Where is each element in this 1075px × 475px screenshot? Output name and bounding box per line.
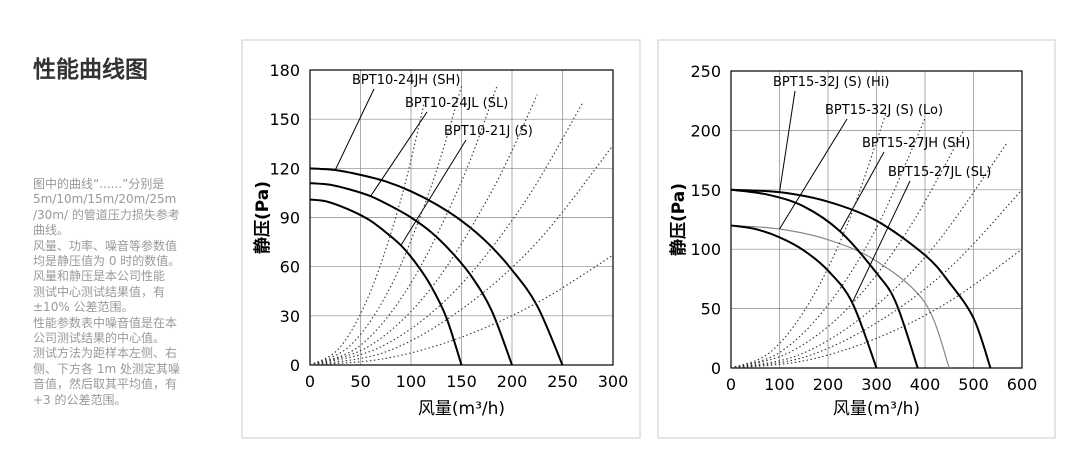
leader-line (779, 90, 796, 193)
y-tick-label: 150 (690, 181, 721, 200)
y-tick-label: 120 (269, 159, 300, 178)
y-tick-label: 100 (690, 240, 721, 259)
notes: 图中的曲线“......”分别是 5m/10m/15m/20m/25m/30m/ … (33, 177, 223, 408)
note-line: 测试方法为距样本左侧、右 (33, 346, 178, 361)
fan-curve (730, 188, 919, 369)
duct-curve (730, 141, 1008, 369)
duct-curve (309, 86, 498, 366)
fan-curve (730, 224, 950, 369)
duct-curve (309, 94, 427, 366)
y-tick-label: 250 (690, 62, 721, 81)
series-label: BPT10-21J (S) (444, 124, 533, 139)
x-axis-label: 风量(m³/h) (833, 399, 920, 419)
duct-curve (730, 248, 1023, 369)
duct-curve (730, 112, 887, 369)
leader-line (334, 88, 375, 171)
x-tick-label: 250 (547, 372, 578, 391)
chart-frame (241, 39, 641, 439)
duct-curve (730, 130, 965, 369)
fan-curve (730, 224, 878, 369)
x-tick-label: 500 (958, 375, 989, 394)
y-tick-label: 0 (711, 359, 721, 378)
leader-line (851, 180, 911, 303)
x-tick-label: 100 (396, 372, 427, 391)
note-line: 公司测试结果的中心值。 (33, 331, 166, 346)
series-label: BPT15-32J (S) (Hi) (773, 75, 890, 90)
y-tick-label: 200 (690, 121, 721, 140)
note-line: 侧、下方各 1m 处测定其噪 (33, 361, 180, 376)
x-tick-label: 300 (861, 375, 892, 394)
x-tick-label: 300 (598, 372, 629, 391)
duct-curve (730, 189, 1023, 369)
y-tick-label: 60 (280, 258, 300, 277)
leader-line (779, 118, 848, 230)
y-axis-label: 静压(Pa) (668, 183, 689, 256)
x-tick-label: 150 (446, 372, 477, 391)
duct-curve (730, 118, 926, 369)
fan-curve (309, 167, 564, 366)
note-line: 风量和静压是本公司性能 (33, 269, 166, 284)
x-tick-label: 100 (764, 375, 795, 394)
note-line: 5m/10m/15m/20m/25m (33, 192, 177, 207)
note-line: /30m/ 的管道压力损失参考 (33, 207, 180, 222)
note-line: +3 的公差范围。 (33, 392, 127, 407)
note-line: 音值，然后取其平均值，有 (33, 377, 178, 392)
leader-line (839, 151, 885, 232)
series-label: BPT15-27JL (SL) (888, 165, 991, 180)
series-label: BPT10-24JL (SL) (405, 96, 508, 111)
duct-curve (309, 86, 463, 366)
series-label: BPT15-32J (S) (Lo) (825, 103, 943, 118)
series-label: BPT10-24JH (SH) (352, 73, 460, 88)
leader-line (370, 111, 428, 197)
y-tick-label: 150 (269, 110, 300, 129)
y-axis-label: 静压(Pa) (252, 181, 273, 254)
note-line: 曲线。 (33, 223, 70, 238)
x-tick-label: 0 (305, 372, 315, 391)
y-tick-label: 180 (269, 61, 300, 80)
x-tick-label: 0 (726, 375, 736, 394)
note-line: 测试中心测试结果值，有 (33, 284, 166, 299)
fan-curve (309, 198, 463, 366)
x-tick-label: 200 (497, 372, 528, 391)
duct-curve (309, 145, 614, 366)
chart-frame (657, 39, 1056, 439)
x-tick-label: 200 (813, 375, 844, 394)
series-label: BPT15-27JH (SH) (862, 136, 970, 151)
note-line: ±10% 公差范围。 (33, 300, 134, 315)
x-tick-label: 600 (1007, 375, 1038, 394)
y-tick-label: 50 (701, 300, 721, 319)
x-tick-label: 400 (910, 375, 941, 394)
fan-curve (309, 182, 513, 366)
y-tick-label: 0 (290, 356, 300, 375)
note-line: 风量、功率、噪音等参数值 (33, 238, 178, 253)
y-tick-label: 90 (280, 209, 300, 228)
note-line: 图中的曲线“......”分别是 (33, 177, 165, 191)
y-tick-label: 30 (280, 307, 300, 326)
fan-curve (730, 188, 992, 369)
duct-curve (309, 94, 538, 366)
x-axis-label: 风量(m³/h) (418, 399, 505, 419)
x-tick-label: 50 (350, 372, 370, 391)
note-line: 性能参数表中噪音值是在本 (33, 315, 178, 330)
duct-curve (309, 102, 584, 366)
leader-line (400, 139, 467, 246)
note-line: 均是静压值为 0 时的数值。 (33, 254, 181, 269)
page-title: 性能曲线图 (33, 57, 148, 83)
